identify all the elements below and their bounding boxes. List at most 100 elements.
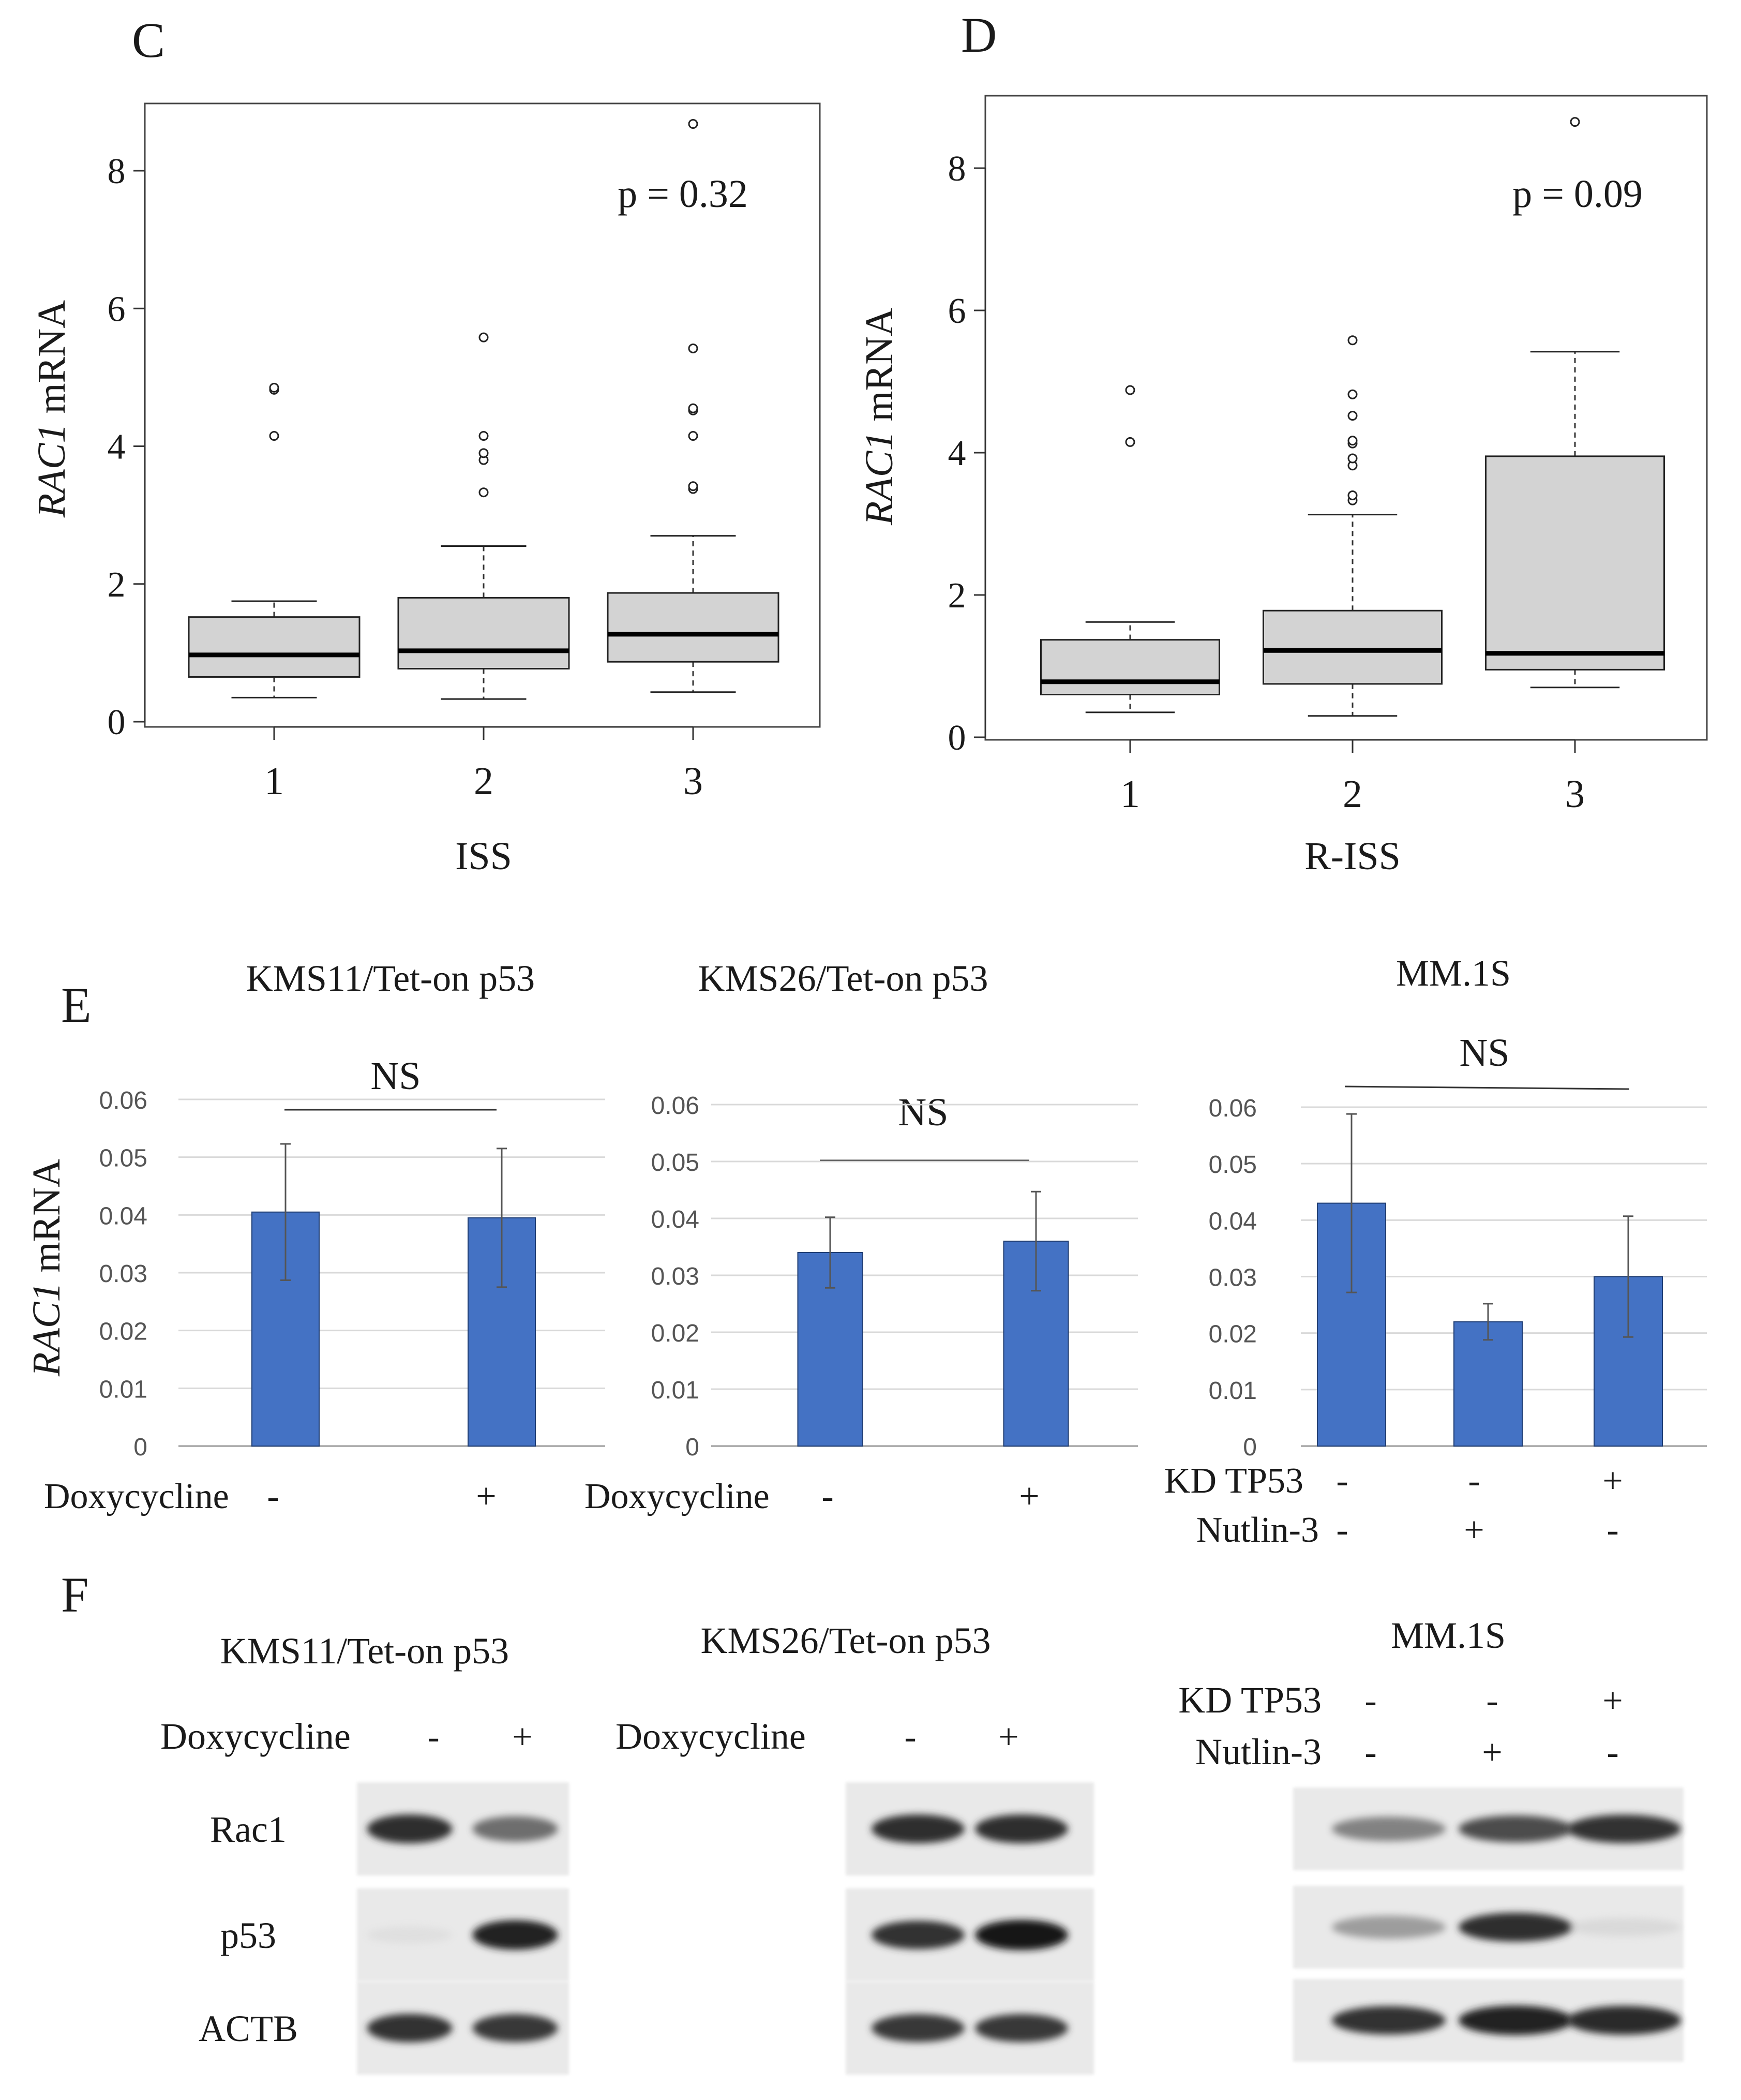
y-tick-label: 8 [948,149,966,189]
y-axis: 0 2 4 6 8 [948,149,986,758]
blot-condition-sign: - [1607,1733,1618,1773]
blot-title: KMS11/Tet-on p53 [220,1630,509,1672]
y-tick-label: 0.04 [99,1202,147,1230]
outlier-point [478,448,489,458]
blot-condition-sign: + [512,1717,532,1757]
y-tick-label: 0 [133,1434,147,1461]
blot-row-label: p53 [220,1915,276,1956]
y-tick-label: 6 [948,291,966,331]
box [397,597,570,669]
y-tick-label: 2 [948,576,966,616]
box [1485,455,1665,671]
condition-sign: - [1336,1461,1348,1501]
outlier-point [269,382,279,393]
y-tick-label: 4 [948,434,966,473]
condition-name: Doxycycline [584,1477,770,1516]
significance-label: NS [370,1054,421,1098]
p-value-annotation: p = 0.32 [618,172,748,216]
outlier-point [269,431,279,441]
blot-band [872,1920,965,1949]
condition-sign: + [1464,1510,1484,1550]
y-tick-label: 0.03 [1209,1264,1257,1292]
blot-band [975,1919,1068,1950]
x-axis: 1 2 3 [264,726,703,803]
outlier-point [1347,389,1358,399]
outlier-point [1347,335,1358,346]
panel-letter-f: F [61,1567,88,1622]
condition-labels: Doxycycline - + [584,1477,1040,1516]
y-axis-label-italic: RAC1 [30,424,73,518]
outlier-point [1125,385,1135,395]
y-tick-label: 0.01 [651,1377,699,1404]
condition-sign: - [1607,1510,1618,1550]
y-tick-label: 6 [108,289,126,329]
box [607,592,779,663]
x-tick-label: 1 [1120,772,1140,816]
y-axis: 0 2 4 6 8 [108,152,146,742]
panel-e-mm1s-bar-chart: MM.1S NS 0 0.01 0.02 0.03 0.04 0.05 0.06 KD TP… [1164,952,1707,1550]
y-tick-label: 0.06 [651,1092,699,1120]
outlier-point [688,343,698,353]
blot-condition-sign: + [998,1717,1018,1757]
y-tick-label: 0.05 [651,1149,699,1176]
significance-bracket [1344,1085,1630,1090]
condition-labels: KD TP53- - +Nutlin-3- + - [1164,1461,1623,1550]
box [188,616,361,678]
y-axis-label-text: mRNA [858,308,901,431]
panel-e-kms11-bar-chart: KMS11/Tet-on p53 RAC1 mRNA NS 00.010.020… [25,958,605,1516]
y-tick-label: 0.04 [1209,1208,1257,1235]
y-axis: 0 0.01 0.02 0.03 0.04 0.05 0.06 [651,1092,1138,1461]
significance-label: NS [898,1091,948,1134]
x-axis: 1 2 3 [1120,739,1585,816]
blot-band [1567,1918,1681,1937]
outlier-point [478,332,489,342]
y-tick-label: 0 [1243,1434,1257,1461]
gridlines [711,1104,1138,1390]
y-tick-label: 0.05 [99,1145,147,1172]
y-tick-label: 0.02 [1209,1321,1257,1348]
panel-letter-d: D [961,7,997,63]
condition-name: Nutlin-3 [1196,1510,1319,1550]
y-tick-label: 0.03 [99,1260,147,1288]
condition-sign: + [1019,1477,1039,1516]
x-tick-label: 2 [474,759,493,803]
outlier-point [478,487,489,498]
chart-title: KMS11/Tet-on p53 [246,958,535,999]
blot-row-label: ACTB [199,2008,298,2049]
panel-letter-c: C [132,12,165,68]
significance-label: NS [1459,1031,1509,1075]
blot-condition-name: KD TP53 [1178,1679,1322,1721]
box [1263,609,1443,685]
blot-condition-sign: + [1602,1681,1623,1721]
y-tick-label: 0.02 [99,1318,147,1346]
y-tick-label: 0.03 [651,1263,699,1290]
blot-condition-sign: - [427,1717,439,1757]
outlier-point [688,431,698,441]
blot-condition-name: Doxycycline [160,1716,351,1757]
blot-band [1332,1915,1446,1939]
bar-marks [251,1143,536,1447]
outlier-point [1347,490,1358,500]
y-tick-label: 4 [108,427,126,467]
box-marks [188,118,779,700]
panel-f-mm1s-western-blot: MM.1S KD TP53 - - + Nutlin-3 - + - [1178,1615,1684,2062]
y-tick-label: 0.04 [651,1206,699,1233]
outlier-point [1125,437,1135,447]
blot-condition-name: Nutlin-3 [1195,1731,1322,1773]
blot-band [472,1920,558,1950]
panel-f-kms11-western-blot: KMS11/Tet-on p53 Doxycycline - + Rac1 p53 ACT… [160,1630,569,2075]
blot-band [472,2014,558,2043]
blot-band [367,2014,453,2043]
blot-condition-sign: - [1364,1733,1376,1773]
condition-labels: Doxycycline - + [44,1477,497,1516]
y-tick-label: 0.05 [1209,1151,1257,1179]
panel-letter-e: E [61,977,92,1033]
y-axis-label: RAC1 mRNA [25,1159,68,1377]
chart-title: MM.1S [1396,952,1511,994]
blot-band [975,1814,1068,1843]
condition-sign: + [1602,1461,1623,1501]
panel-e-kms26-bar-chart: KMS26/Tet-on p53 NS 0 0.01 0.02 0.03 0.04 0.0… [584,958,1138,1516]
outlier-point [688,481,698,492]
y-tick-label: 0.02 [651,1320,699,1347]
blot-band [367,1926,453,1944]
